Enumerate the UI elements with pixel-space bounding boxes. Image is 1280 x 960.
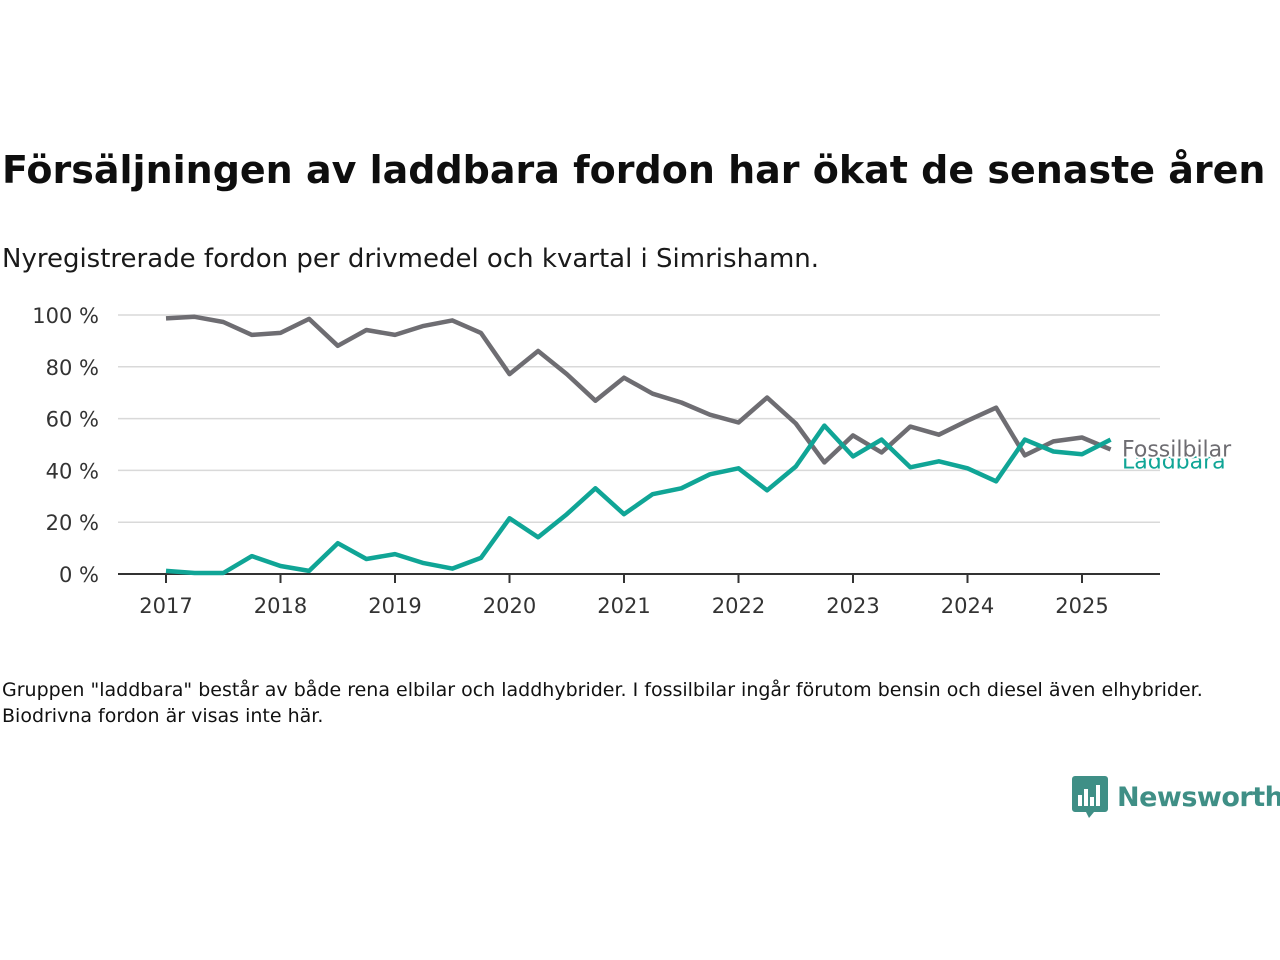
x-tick-label: 2018 [254, 594, 307, 618]
gridlines [118, 314, 1160, 523]
x-tick-label: 2022 [712, 594, 765, 618]
x-tick-label: 2017 [139, 594, 192, 618]
line-chart: 0 % 20 % 40 % 60 % 80 % 100 % 2017 2018 2019 202… [32, 304, 1234, 618]
x-axis: 2017 2018 2019 2020 2021 2022 2023 2024 2025 [118, 573, 1160, 618]
footnote: Gruppen "laddbara" består av både rena e… [2, 679, 1203, 727]
series-label-laddbara: Laddbara [1122, 450, 1226, 475]
y-tick-label: 20 % [46, 511, 99, 535]
chart-subtitle: Nyregistrerade fordon per drivmedel och … [2, 244, 820, 274]
newsworthy-logo-icon [1072, 776, 1108, 818]
series-label-fossilbilar: Fossilbilar [1122, 438, 1232, 463]
x-tick-label: 2023 [826, 594, 879, 618]
x-tick-label: 2024 [941, 594, 994, 618]
brand-name: Newsworthy [1117, 781, 1280, 813]
newsworthy-brand[interactable]: Newsworthy [1072, 776, 1280, 818]
x-tick-label: 2020 [483, 594, 536, 618]
series-lines [165, 314, 1112, 576]
y-tick-label: 40 % [46, 459, 99, 483]
y-tick-label: 0 % [59, 563, 99, 587]
x-tick-label: 2021 [597, 594, 650, 618]
y-tick-label: 60 % [46, 408, 99, 432]
series-line-fossilbilar [165, 314, 1112, 465]
y-tick-label: 80 % [46, 356, 99, 380]
y-tick-label: 100 % [32, 304, 99, 328]
series-line-laddbara [165, 423, 1112, 576]
y-axis-ticks: 0 % 20 % 40 % 60 % 80 % 100 % [32, 304, 99, 587]
x-tick-label: 2025 [1055, 594, 1108, 618]
chart-title: Försäljningen av laddbara fordon har öka… [2, 148, 1266, 192]
x-tick-label: 2019 [368, 594, 421, 618]
